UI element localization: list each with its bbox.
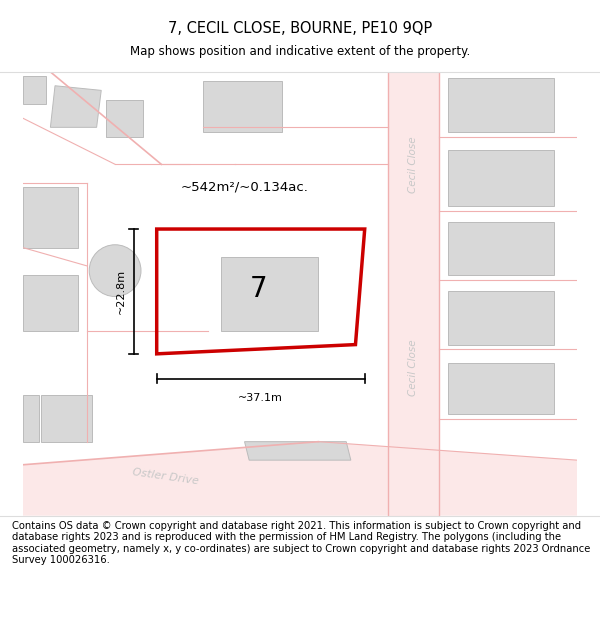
Text: 7, CECIL CLOSE, BOURNE, PE10 9QP: 7, CECIL CLOSE, BOURNE, PE10 9QP <box>168 21 432 36</box>
Bar <box>203 81 281 132</box>
Bar <box>23 275 78 331</box>
Text: Contains OS data © Crown copyright and database right 2021. This information is : Contains OS data © Crown copyright and d… <box>12 521 590 566</box>
Circle shape <box>89 245 141 296</box>
Text: ~37.1m: ~37.1m <box>238 392 283 402</box>
Text: Ostler Drive: Ostler Drive <box>132 468 200 486</box>
Polygon shape <box>106 99 143 137</box>
Bar <box>448 222 554 275</box>
Text: Map shows position and indicative extent of the property.: Map shows position and indicative extent… <box>130 46 470 58</box>
Bar <box>41 396 92 442</box>
Text: 7: 7 <box>250 275 267 303</box>
Text: ~542m²/~0.134ac.: ~542m²/~0.134ac. <box>181 181 308 194</box>
Bar <box>23 188 78 248</box>
Bar <box>23 76 46 104</box>
Polygon shape <box>388 72 439 516</box>
Bar <box>221 257 319 331</box>
Bar <box>448 78 554 132</box>
Bar <box>448 363 554 414</box>
Text: Cecil Close: Cecil Close <box>408 339 418 396</box>
Polygon shape <box>50 86 101 127</box>
Polygon shape <box>23 442 577 516</box>
Text: Cecil Close: Cecil Close <box>408 136 418 192</box>
Text: ~22.8m: ~22.8m <box>116 269 126 314</box>
Bar <box>448 291 554 344</box>
Bar <box>23 396 39 442</box>
Polygon shape <box>245 442 351 460</box>
Bar <box>448 151 554 206</box>
